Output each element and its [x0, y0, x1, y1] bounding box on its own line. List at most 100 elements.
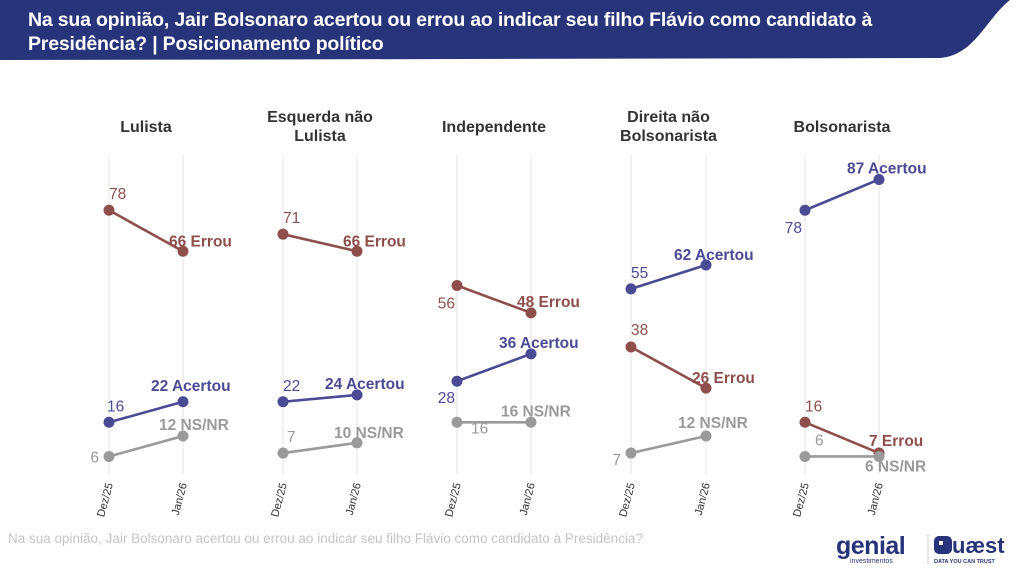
series-errou: 71 66 Errou [277, 210, 406, 257]
data-point [277, 447, 289, 459]
data-label: 78 [109, 186, 126, 203]
data-point [799, 450, 811, 462]
series-line [108, 434, 184, 458]
panel-title: Lulista [294, 128, 346, 145]
x-tick-label: Dez/25 [443, 482, 464, 519]
x-tick-label: Jan/26 [866, 482, 886, 517]
data-point [625, 447, 637, 459]
end-label: 24 Acertou [325, 376, 405, 393]
header-banner-shape [0, 0, 1010, 60]
series-errou: 38 26 Errou [625, 322, 755, 394]
genial-logo-subtitle: investimentos [850, 558, 893, 565]
data-label: 6 [90, 449, 99, 466]
series-line [282, 232, 358, 253]
quaest-logo-subtitle: DATA YOU CAN TRUST [934, 559, 996, 565]
series-line [456, 284, 532, 315]
data-point [177, 396, 189, 408]
panel-bolsonarista: Bolsonarista Dez/25 Jan/26 78 87 Acertou 16 7 … [785, 119, 927, 518]
series-nsnr: 6 6 NS/NR [799, 432, 926, 475]
data-label: 71 [283, 210, 300, 227]
panel-title: Independente [442, 119, 546, 136]
end-label: 12 NS/NR [678, 415, 748, 432]
data-label: 38 [631, 322, 648, 339]
data-point [103, 450, 115, 462]
data-point [525, 348, 537, 360]
end-label: 48 Errou [517, 294, 580, 311]
series-line [282, 393, 358, 404]
end-label: 66 Errou [169, 233, 232, 250]
panel-title: Esquerda não [267, 109, 373, 126]
quaest-logo-mark-dot [939, 541, 943, 545]
footer-question: Na sua opinião, Jair Bolsonaro acertou o… [8, 531, 643, 546]
series-acertou: 28 36 Acertou [438, 335, 579, 407]
end-label: 87 Acertou [847, 160, 927, 177]
series-line [804, 178, 880, 212]
data-point [873, 450, 885, 462]
data-point [700, 382, 712, 394]
data-label: 22 [283, 378, 300, 395]
data-label: 6 [815, 432, 824, 449]
data-point [700, 430, 712, 442]
quaest-logo: uæst DATA YOU CAN TRUST [934, 533, 1005, 565]
series-nsnr: 6 12 NS/NR [90, 417, 228, 467]
series-line [108, 400, 184, 424]
data-point [873, 173, 885, 185]
page-title: Na sua opinião, Jair Bolsonaro acertou o… [28, 9, 873, 55]
data-point [177, 430, 189, 442]
series-line [630, 263, 707, 291]
chart-panels: Lulista Dez/25 Jan/26 78 66 Errou 16 22 Acerto… [90, 109, 926, 518]
series-nsnr: 7 10 NS/NR [277, 425, 404, 459]
end-label: 36 Acertou [499, 335, 579, 352]
data-label: 16 [805, 398, 822, 415]
series-acertou: 55 62 Acertou [625, 247, 754, 295]
end-label: 22 Acertou [151, 378, 231, 395]
x-tick-label: Jan/26 [693, 482, 713, 517]
data-point [451, 416, 463, 428]
series-acertou: 16 22 Acertou [103, 378, 231, 428]
series-line [630, 345, 707, 390]
end-label: 7 Errou [869, 433, 923, 450]
data-point [799, 416, 811, 428]
data-label: 7 [612, 452, 621, 469]
data-point [277, 396, 289, 408]
panel-title: Lulista [120, 119, 172, 136]
data-point [351, 437, 363, 449]
x-tick-label: Dez/25 [791, 482, 812, 519]
data-label: 56 [438, 295, 455, 312]
data-point [351, 389, 363, 401]
series-line [108, 209, 184, 253]
data-point [625, 341, 637, 353]
logos: genial investimentos uæst DATA YOU CAN T… [836, 532, 1005, 565]
end-label: 62 Acertou [674, 247, 754, 264]
end-label: 6 NS/NR [865, 458, 926, 475]
x-tick-label: Jan/26 [518, 482, 538, 517]
end-label: 16 NS/NR [501, 403, 571, 420]
data-point [625, 283, 637, 295]
series-line [630, 434, 707, 455]
data-label: 16 [471, 420, 488, 437]
header-banner [0, 0, 1010, 60]
quaest-logo-text: uæst [952, 533, 1005, 558]
data-point [525, 416, 537, 428]
x-tick-label: Jan/26 [170, 482, 190, 517]
chart: Lulista Dez/25 Jan/26 78 66 Errou 16 22 Acerto… [90, 109, 926, 518]
data-point [700, 259, 712, 271]
genial-logo: genial investimentos [836, 532, 906, 565]
panel-direita-nao-bolsonarista: Direita não Bolsonarista Dez/25 Jan/26 55 62 … [612, 109, 755, 518]
panel-title: Bolsonarista [620, 128, 717, 145]
end-label: 26 Errou [692, 370, 755, 387]
x-tick-label: Jan/26 [344, 482, 364, 517]
end-label: 66 Errou [343, 233, 406, 250]
data-label: 78 [785, 220, 802, 237]
panel-title: Direita não [627, 109, 710, 126]
series-line [804, 421, 880, 455]
panel-title: Bolsonarista [794, 119, 891, 136]
series-line [456, 352, 532, 383]
series-errou: 56 48 Errou [438, 279, 580, 319]
series-nsnr: 7 12 NS/NR [612, 415, 747, 469]
end-label: 10 NS/NR [334, 425, 404, 442]
data-point [177, 245, 189, 257]
end-label: 12 NS/NR [159, 417, 229, 434]
x-tick-label: Dez/25 [617, 482, 638, 519]
data-point [451, 375, 463, 387]
